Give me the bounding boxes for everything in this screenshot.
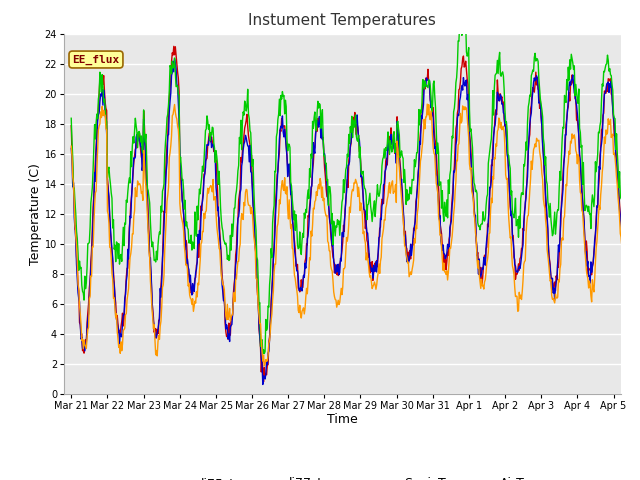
Legend: li75_t, li77_temp, SonicT, AirT: li75_t, li77_temp, SonicT, AirT bbox=[155, 472, 530, 480]
Text: EE_flux: EE_flux bbox=[72, 54, 120, 65]
Y-axis label: Temperature (C): Temperature (C) bbox=[29, 163, 42, 264]
X-axis label: Time: Time bbox=[327, 413, 358, 426]
Title: Instument Temperatures: Instument Temperatures bbox=[248, 13, 436, 28]
